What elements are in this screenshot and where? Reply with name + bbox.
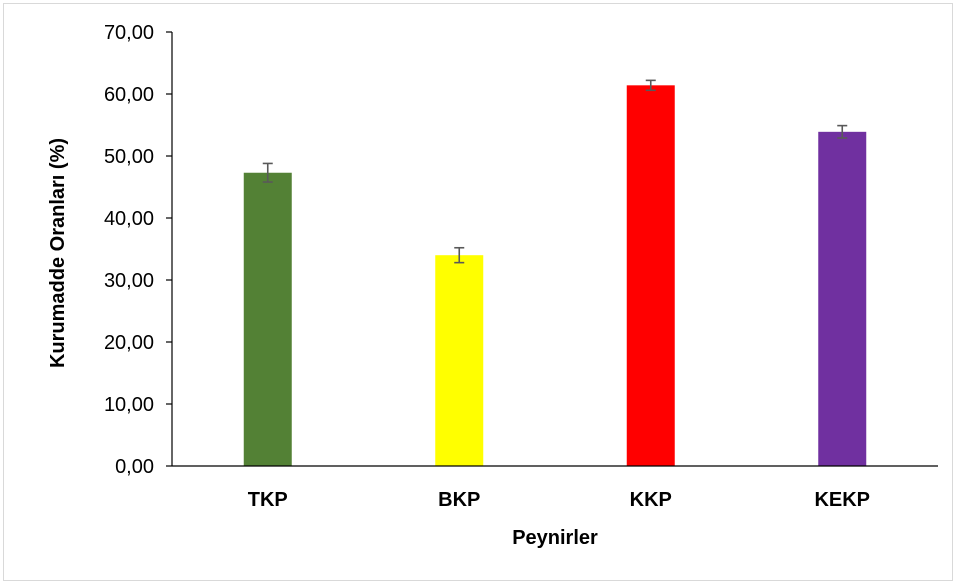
y-axis-title: Kurumadde Oranları (%) <box>47 138 69 368</box>
x-tick-label-kkp: KKP <box>630 489 672 511</box>
y-tick-label: 30,00 <box>104 270 154 292</box>
bar-tkp <box>243 172 292 467</box>
y-tick-label: 20,00 <box>104 332 154 354</box>
x-axis-tick-labels: TKP BKP KKP KEKP <box>248 489 870 511</box>
y-axis-ticks: 0,00 10,00 20,00 30,00 40,00 50,00 60,00 70,00 <box>104 22 172 478</box>
x-tick-label-kekp: KEKP <box>814 489 870 511</box>
x-tick-label-bkp: BKP <box>438 489 480 511</box>
y-tick-label: 70,00 <box>104 22 154 44</box>
y-tick-label: 40,00 <box>104 208 154 230</box>
x-axis-title: Peynirler <box>512 527 598 549</box>
bars <box>243 85 867 467</box>
bar-kekp <box>818 131 867 466</box>
y-tick-label: 0,00 <box>115 456 154 478</box>
bar-bkp <box>435 255 484 466</box>
x-tick-label-tkp: TKP <box>248 489 288 511</box>
error-bars <box>262 79 848 264</box>
y-tick-label: 10,00 <box>104 394 154 416</box>
y-tick-label: 60,00 <box>104 84 154 106</box>
y-tick-label: 50,00 <box>104 146 154 168</box>
bar-kkp <box>626 85 675 466</box>
